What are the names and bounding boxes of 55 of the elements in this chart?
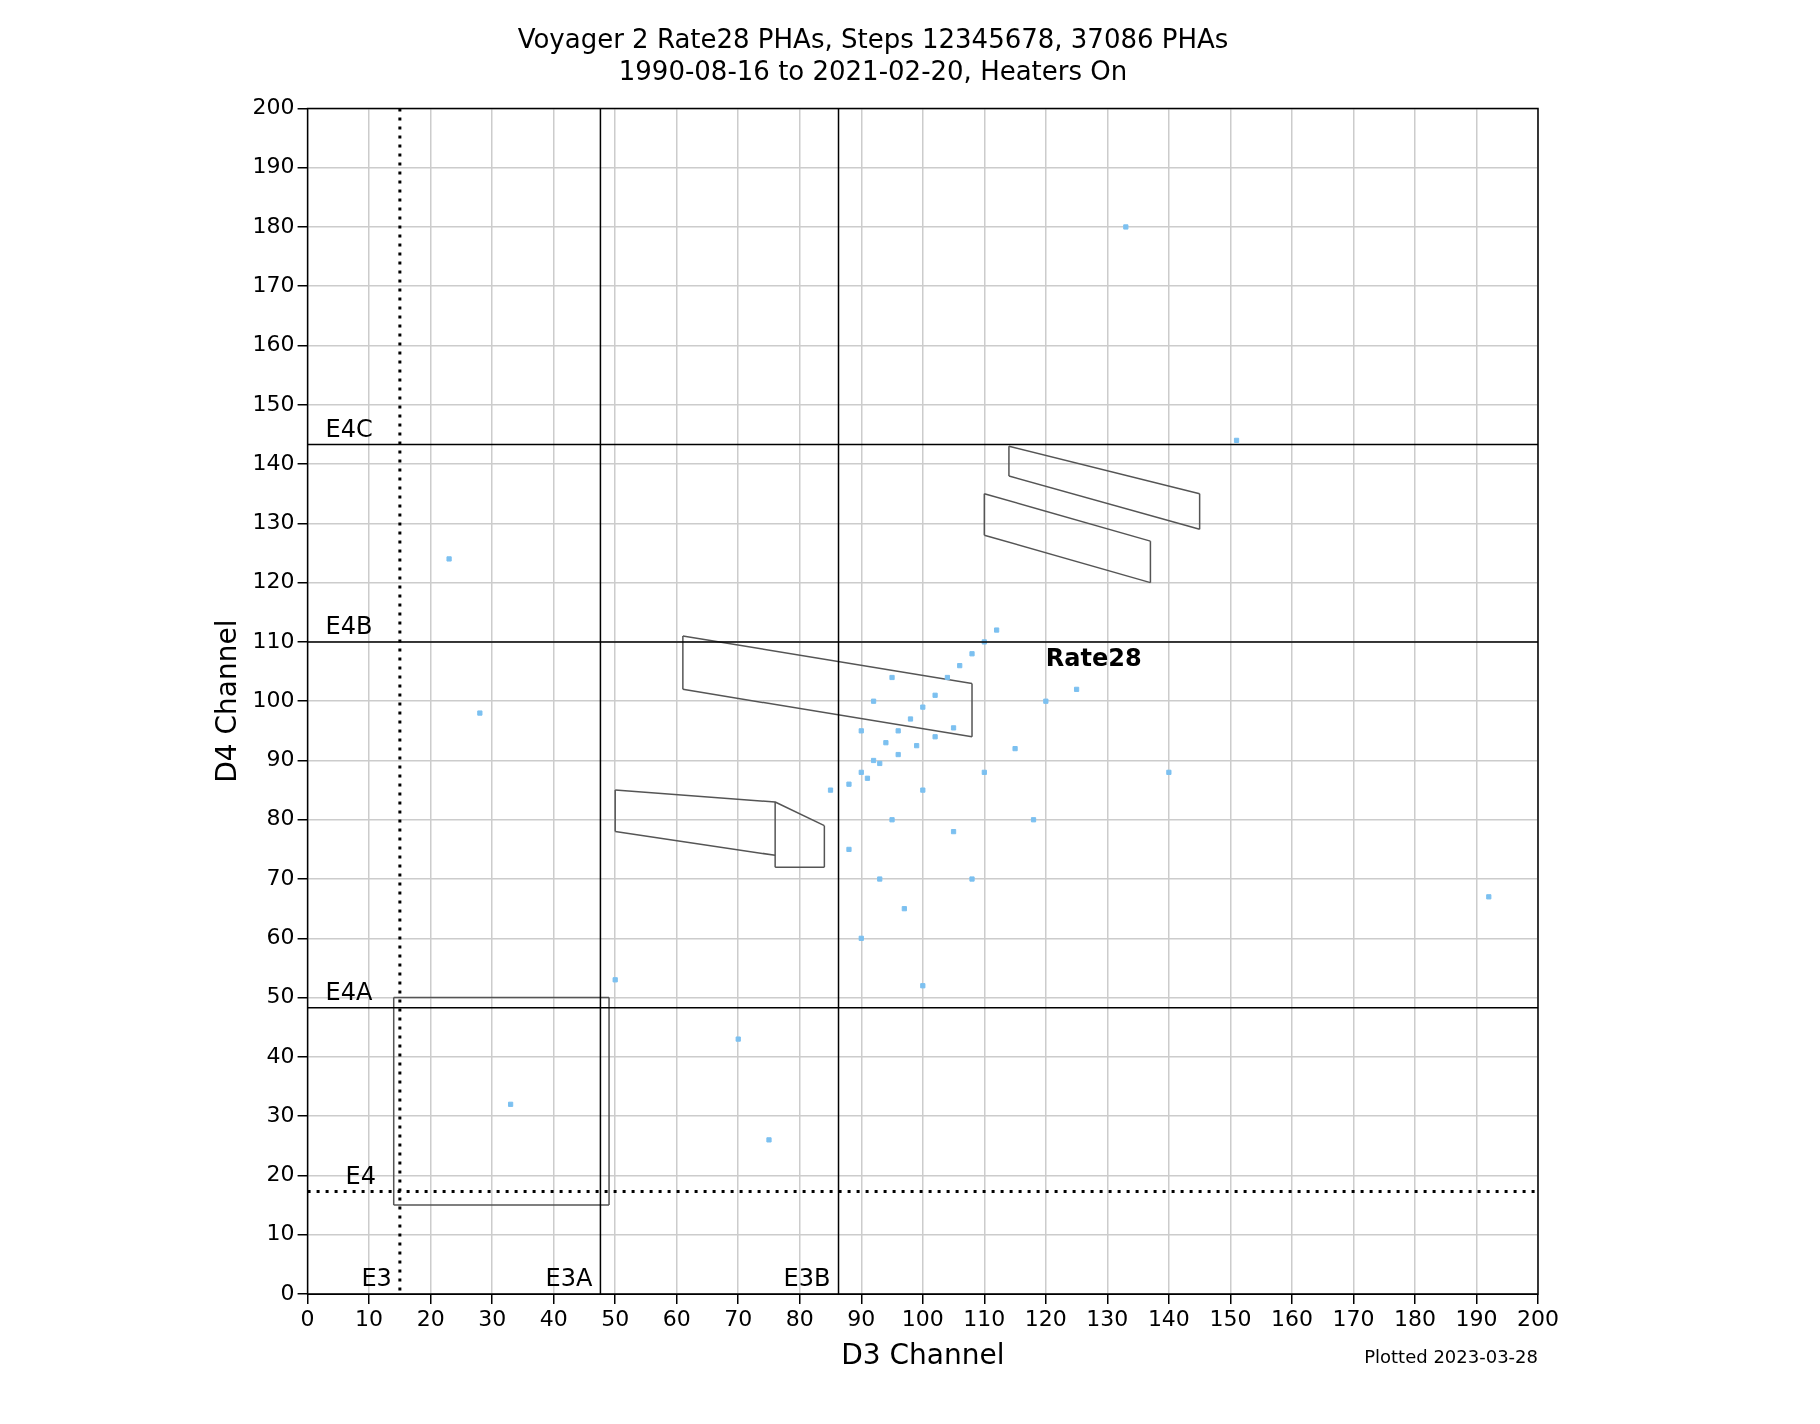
y-tick-label: 180 — [252, 212, 295, 238]
y-tick-label: 70 — [266, 864, 295, 890]
y-tick-label: 10 — [266, 1220, 295, 1246]
ref-line-label: E4B — [325, 612, 373, 641]
x-tick-label: 150 — [1209, 1305, 1252, 1331]
x-tick-label: 0 — [300, 1305, 315, 1331]
x-tick-label: 30 — [478, 1305, 507, 1331]
y-tick-label: 110 — [252, 627, 295, 653]
chart-title: Voyager 2 Rate28 PHAs, Steps 12345678, 37086 PHAs — [517, 24, 1229, 55]
ref-line-label: E4 — [345, 1161, 377, 1190]
y-tick-label: 20 — [266, 1161, 295, 1187]
x-tick-label: 130 — [1086, 1305, 1129, 1331]
x-tick-label: 140 — [1147, 1305, 1190, 1331]
y-tick-label: 50 — [266, 983, 295, 1009]
x-axis-title: D3 Channel — [841, 1338, 1005, 1372]
y-tick-label: 30 — [266, 1101, 295, 1127]
text: Plotted 2023-03-28 — [1364, 1345, 1538, 1367]
x-tick-label: 160 — [1270, 1305, 1313, 1331]
ref-line-label: E3A — [545, 1264, 593, 1293]
ref-line-label: E4A — [325, 977, 374, 1006]
y-tick-label: 40 — [266, 1042, 295, 1068]
x-tick-label: 10 — [355, 1305, 384, 1331]
x-tick-label: 50 — [601, 1305, 630, 1331]
y-tick-label: 130 — [252, 509, 295, 535]
y-tick-label: 150 — [252, 390, 295, 416]
x-tick-label: 180 — [1393, 1305, 1436, 1331]
y-tick-label: 100 — [252, 686, 295, 712]
ref-line-label: E3B — [783, 1264, 831, 1293]
y-tick-label: 200 — [252, 94, 295, 120]
y-tick-label: 190 — [252, 153, 295, 179]
y-tick-label: 160 — [252, 331, 295, 357]
y-tick-label: 80 — [266, 805, 295, 831]
ref-line-label: E3 — [361, 1264, 392, 1293]
x-tick-label: 70 — [724, 1305, 753, 1331]
x-tick-label: 120 — [1024, 1305, 1067, 1331]
y-axis-title: D4 Channel — [210, 619, 244, 783]
annotation: Rate28 — [1045, 643, 1142, 672]
x-tick-label: 200 — [1517, 1305, 1559, 1331]
chart-subtitle: 1990-08-16 to 2021-02-20, Heaters On — [618, 55, 1128, 86]
x-tick-label: 80 — [785, 1305, 814, 1331]
x-tick-label: 40 — [539, 1305, 568, 1331]
y-tick-label: 140 — [252, 449, 295, 475]
x-tick-label: 110 — [963, 1305, 1006, 1331]
y-tick-label: 120 — [252, 568, 295, 594]
ref-line-label: E4C — [325, 414, 373, 443]
y-tick-label: 0 — [280, 1279, 295, 1305]
y-tick-label: 170 — [252, 271, 295, 297]
y-tick-label: 60 — [266, 924, 295, 950]
x-tick-label: 190 — [1455, 1305, 1498, 1331]
y-tick-label: 90 — [266, 746, 295, 772]
x-tick-label: 100 — [901, 1305, 944, 1331]
x-tick-label: 170 — [1332, 1305, 1375, 1331]
x-tick-label: 20 — [416, 1305, 445, 1331]
x-tick-label: 60 — [662, 1305, 691, 1331]
x-tick-label: 90 — [847, 1305, 876, 1331]
